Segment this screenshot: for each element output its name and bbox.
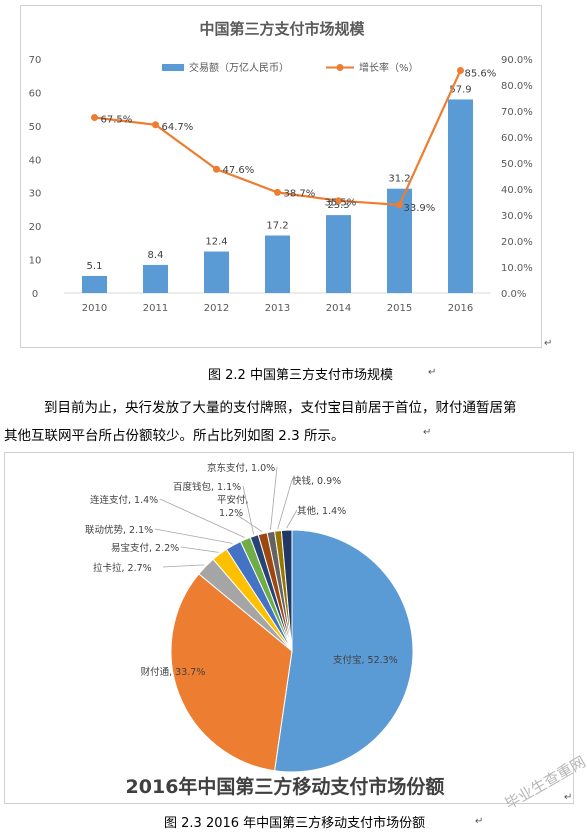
pie-label-京东支付: 京东支付, 1.0%	[207, 462, 275, 474]
y-right-tick-label: 90.0%	[501, 55, 533, 66]
x-tick-label: 2016	[448, 303, 473, 314]
growth-rate-point	[396, 201, 403, 209]
market-size-chart: 中国第三方支付市场规模交易额（万亿人民币） 增长率（%） 0 10 20 30 40 50 60…	[20, 5, 542, 348]
x-tick-label: 2010	[82, 303, 107, 314]
pie-label-百度钱包: 百度钱包, 1.1%	[173, 481, 241, 493]
y-right-tick-label: 50.0%	[501, 159, 533, 170]
bar-2011	[143, 264, 168, 293]
return-mark: ↵	[428, 367, 437, 378]
bar-value-label: 17.2	[266, 221, 288, 232]
x-tick-label: 2012	[204, 303, 229, 314]
return-mark: ↵	[423, 427, 432, 438]
bar-value-label: 31.2	[388, 174, 410, 185]
growth-rate-point	[152, 121, 159, 129]
pie-slice-财付通	[170, 573, 293, 772]
bar-2010	[82, 275, 107, 293]
pie-label-平安付: 平安付, 1.2%	[217, 494, 249, 519]
pie-label-快钱: 快钱, 0.9%	[292, 475, 341, 487]
growth-rate-point	[457, 66, 464, 74]
pie-label-易宝支付: 易宝支付, 2.2%	[111, 542, 179, 554]
pie-label-支付宝: 支付宝, 52.3%	[333, 654, 398, 666]
legend-bar-swatch	[162, 64, 184, 71]
growth-rate-label: 35.5%	[325, 198, 357, 209]
growth-rate-label: 64.7%	[162, 122, 194, 133]
bar-value-label: 5.1	[87, 261, 103, 272]
pie-label-连连支付: 连连支付, 1.4%	[90, 494, 158, 506]
figure-caption-2-3: 图 2.3 2016 年中国第三方移动支付市场份额	[164, 816, 426, 831]
bar-value-label: 57.9	[449, 84, 471, 95]
growth-rate-label: 47.6%	[223, 165, 255, 176]
x-tick-label: 2014	[326, 303, 351, 314]
y-left-tick-label: 0	[32, 289, 38, 300]
mobile-payment-share-svg: 支付宝, 52.3% 财付通, 33.7% 拉卡拉, 2.7% 易宝支付, 2.2% 联…	[85, 462, 445, 798]
y-left-tick-label: 30	[29, 189, 42, 200]
y-right-tick-label: 10.0%	[501, 263, 533, 274]
bar-value-label: 12.4	[205, 237, 227, 248]
pie-slice-支付宝	[274, 529, 414, 773]
leader-line	[270, 466, 278, 530]
growth-rate-label: 38.7%	[284, 188, 316, 199]
y-left-tick-label: 40	[29, 155, 42, 166]
growth-rate-point	[274, 188, 281, 196]
bar-2016	[448, 99, 473, 293]
bar-value-label: 8.4	[148, 250, 164, 261]
leader-line	[277, 479, 293, 529]
growth-rate-point	[213, 165, 220, 173]
bar-2014	[326, 215, 351, 293]
legend-line-marker	[336, 64, 344, 71]
y-right-tick-label: 0.0%	[501, 289, 526, 300]
pie-label-其他: 其他, 1.4%	[297, 505, 346, 517]
y-left-tick-label: 60	[29, 88, 42, 99]
bar-2012	[204, 251, 229, 293]
growth-rate-point	[91, 114, 98, 121]
bar-value-label: 23.3	[327, 200, 349, 211]
return-mark: ↵	[475, 816, 484, 827]
mobile-payment-share-chart: 支付宝, 52.3% 财付通, 33.7% 拉卡拉, 2.7% 易宝支付, 2.2% 联…	[4, 452, 574, 804]
x-tick-label: 2011	[143, 303, 168, 314]
y-right-tick-label: 20.0%	[501, 237, 533, 248]
pie-label-财付通: 财付通, 33.7%	[141, 666, 206, 678]
leader-line	[159, 498, 245, 538]
paragraph-line-1: 到目前为止，央行发放了大量的支付牌照，支付宝目前居于首位，财付通暂居第	[44, 400, 517, 416]
pie-label-拉卡拉: 拉卡拉, 2.7%	[93, 562, 152, 574]
y-left-tick-label: 50	[29, 122, 42, 133]
y-right-tick-label: 80.0%	[501, 81, 533, 92]
y-right-tick-label: 60.0%	[501, 133, 533, 144]
pie-label-联动优势: 联动优势, 2.1%	[85, 524, 153, 536]
return-mark: ↵	[564, 792, 573, 803]
paragraph-line-2: 其他互联网平台所占份额较少。所占比列如图 2.3 所示。	[4, 428, 345, 444]
y-right-tick-label: 30.0%	[501, 211, 533, 222]
bar-2013	[265, 235, 290, 293]
leader-line	[154, 528, 233, 544]
legend-line-label: 增长率（%）	[359, 61, 419, 74]
growth-rate-label: 85.6%	[465, 68, 497, 79]
growth-rate-label: 67.5%	[101, 115, 133, 126]
figure-caption-2-2: 图 2.2 中国第三方支付市场规模	[208, 368, 393, 383]
legend-bar-label: 交易额（万亿人民币）	[189, 61, 289, 74]
x-tick-label: 2015	[387, 303, 412, 314]
pie-slice-其他	[280, 529, 293, 652]
leader-line	[180, 546, 219, 553]
y-left-tick-label: 20	[29, 222, 42, 233]
y-right-tick-label: 40.0%	[501, 185, 533, 196]
leader-line	[236, 514, 263, 533]
chart-title: 中国第三方支付市场规模	[199, 20, 365, 38]
y-left-tick-label: 70	[29, 55, 42, 66]
growth-rate-label: 33.9%	[404, 203, 436, 214]
leader-line	[162, 564, 205, 568]
y-left-tick-label: 10	[29, 256, 42, 267]
growth-rate-point	[335, 197, 342, 205]
x-tick-label: 2013	[265, 303, 290, 314]
leader-line	[286, 509, 298, 529]
pie-title: 2016年中国第三方移动支付市场份额	[126, 775, 445, 798]
return-mark: ↵	[544, 338, 553, 349]
y-right-tick-label: 70.0%	[501, 107, 533, 118]
leader-line	[242, 485, 255, 535]
